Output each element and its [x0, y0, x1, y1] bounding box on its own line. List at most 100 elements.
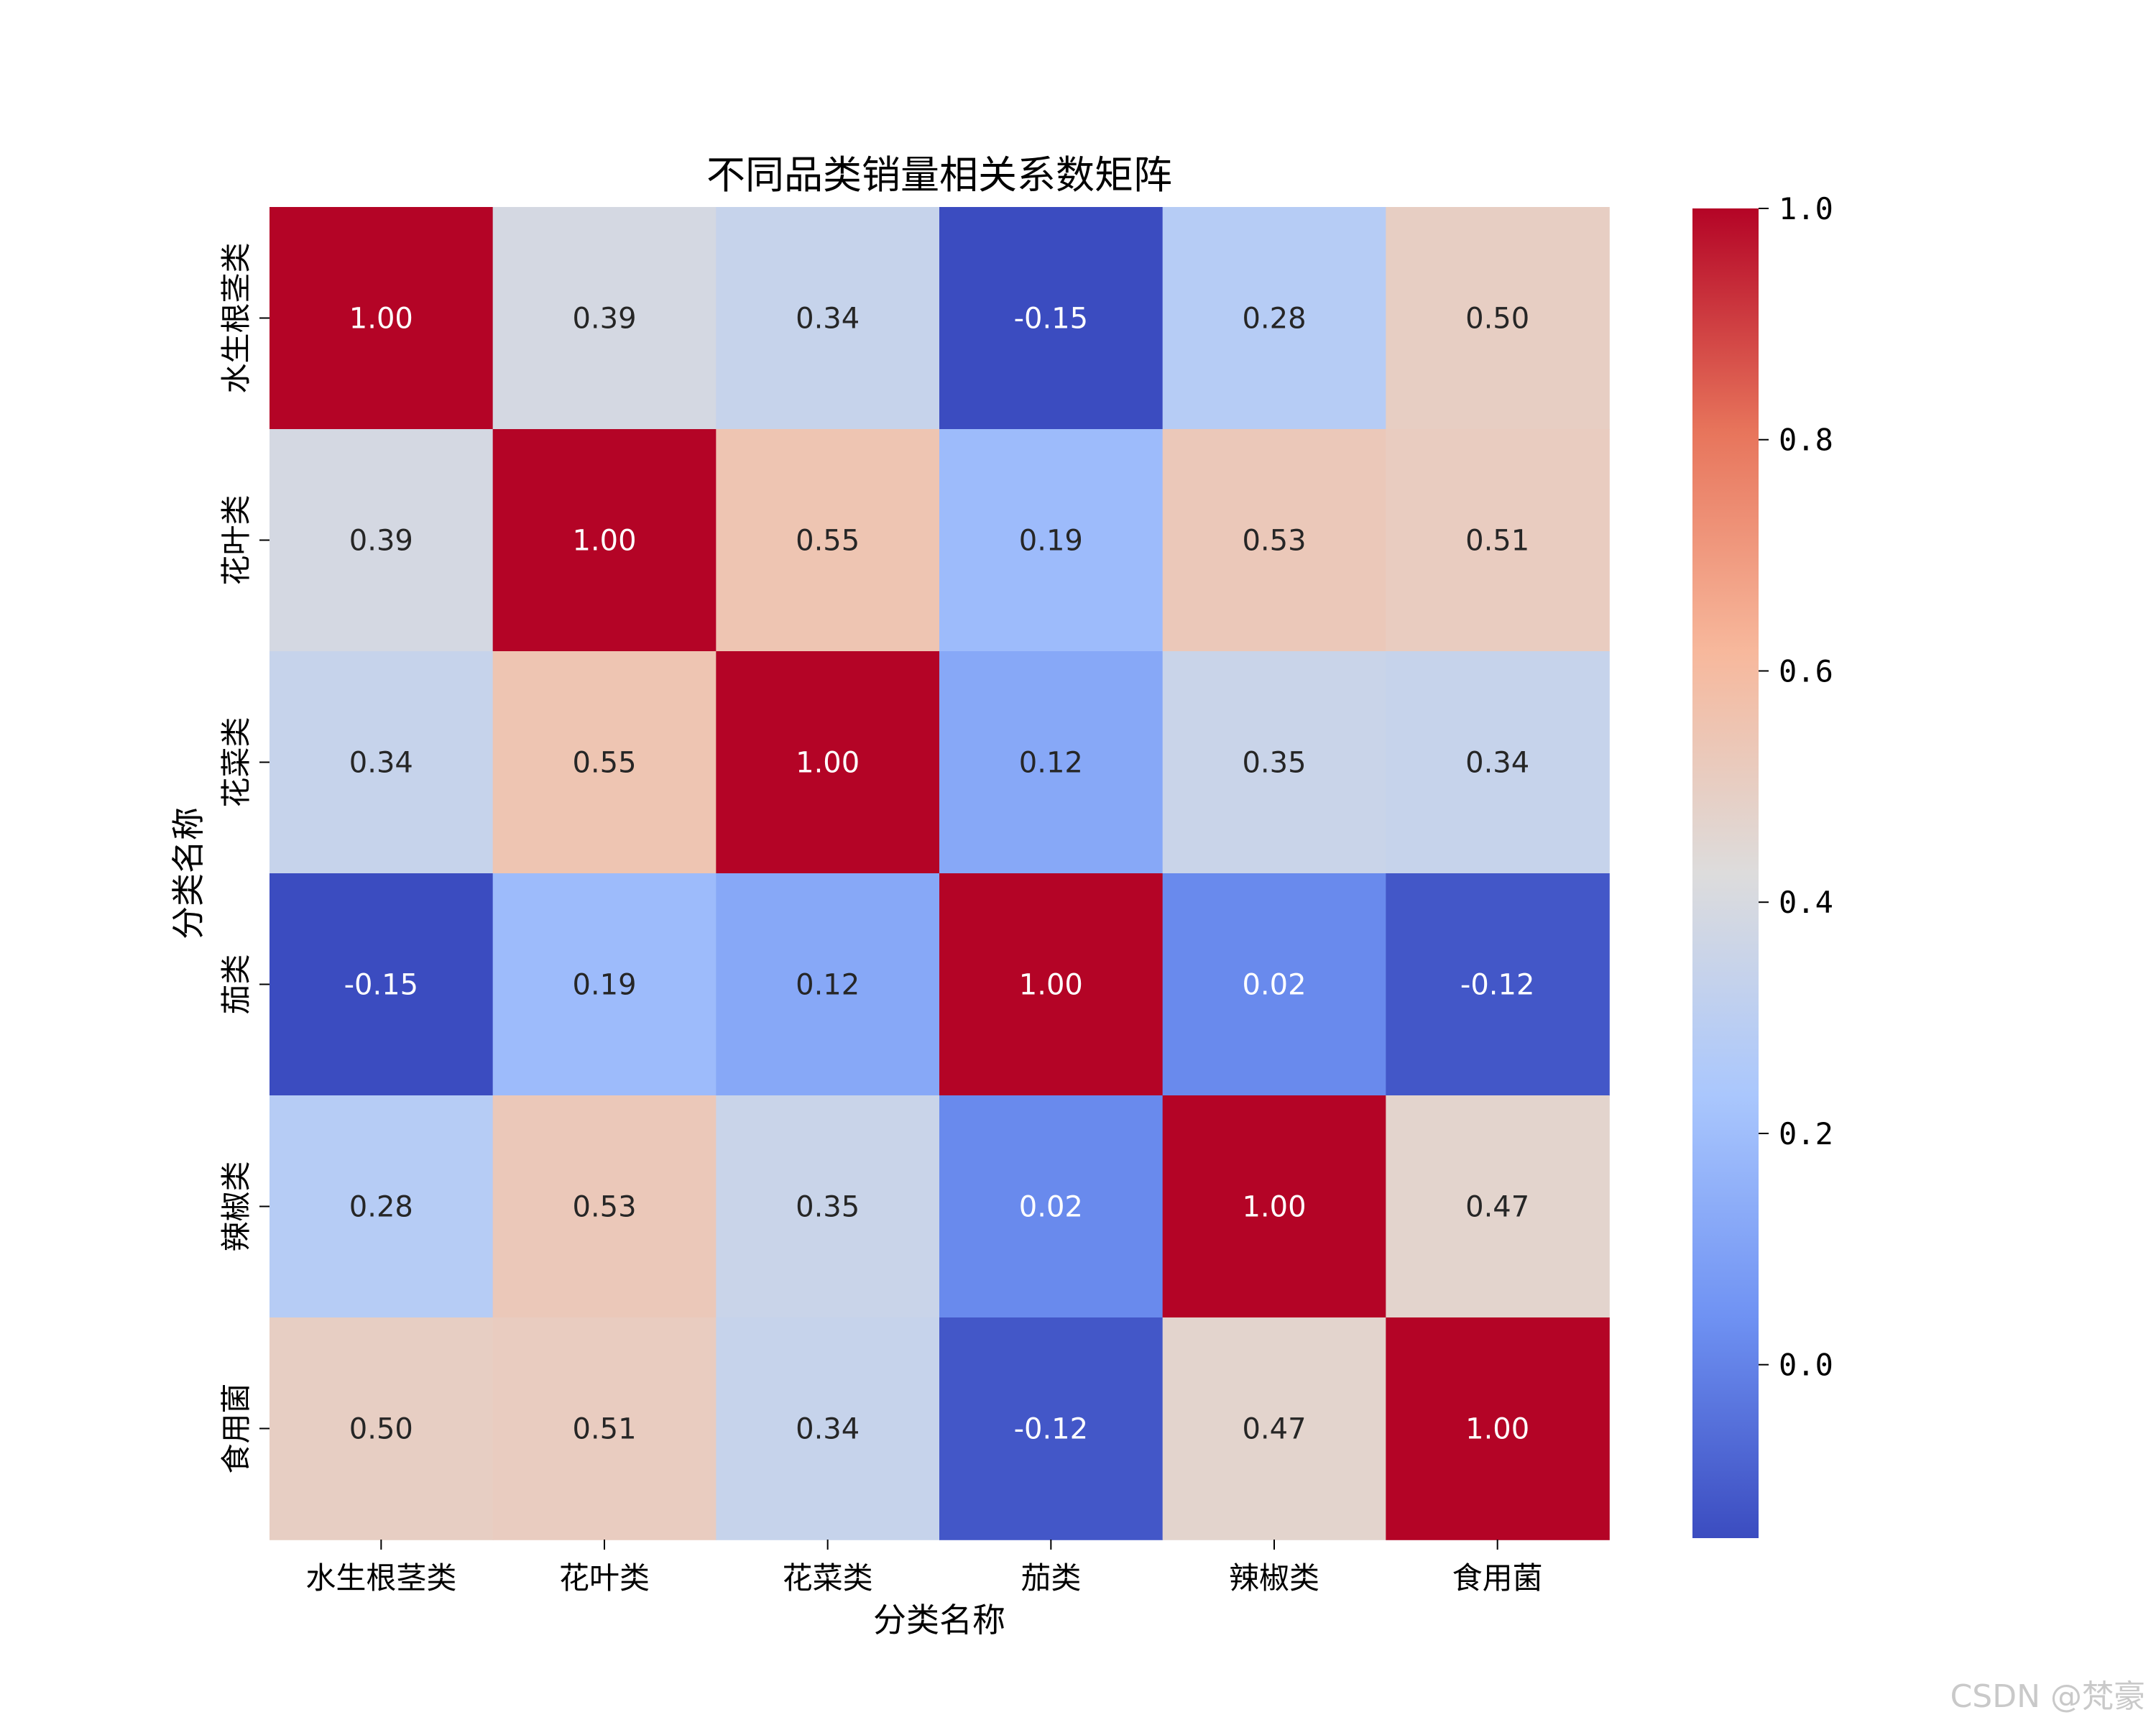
heatmap-cell — [1386, 1317, 1610, 1540]
x-tick-label: 辣椒类 — [1229, 1560, 1319, 1596]
cell-value-label: 1.00 — [1465, 1413, 1529, 1446]
cell-value-label: 0.35 — [796, 1191, 860, 1224]
cell-value-label: 0.55 — [796, 525, 860, 558]
cell-value-label: 0.34 — [349, 747, 413, 780]
heatmap-cell — [492, 651, 717, 874]
cell-value-label: 1.00 — [572, 525, 636, 558]
cell-value-label: 0.34 — [796, 303, 860, 336]
x-axis-label: 分类名称 — [873, 1601, 1005, 1639]
cell-value-label: -0.15 — [344, 969, 419, 1002]
cell-value-label: 1.00 — [796, 747, 860, 780]
heatmap-cell — [939, 207, 1164, 430]
colorbar-tick-label: 1.0 — [1779, 191, 1833, 226]
cell-value-label: 0.34 — [1465, 747, 1529, 780]
cell-value-label: 1.00 — [1242, 1191, 1306, 1224]
heatmap-cell — [492, 873, 717, 1096]
cell-value-label: 0.39 — [572, 303, 636, 336]
heatmap-cell — [716, 1317, 940, 1540]
heatmap-cell — [1162, 429, 1387, 652]
x-tick-label: 水生根茎类 — [305, 1560, 456, 1596]
cell-value-label: 0.50 — [1465, 303, 1529, 336]
heatmap-cell — [716, 1095, 940, 1318]
cell-value-label: 0.12 — [1019, 747, 1083, 780]
cell-value-label: 0.12 — [796, 969, 860, 1002]
cell-value-label: 1.00 — [1019, 969, 1083, 1002]
cell-value-label: 1.00 — [349, 303, 413, 336]
heatmap-cell — [939, 429, 1164, 652]
heatmap-cell — [939, 1317, 1164, 1540]
colorbar-tick-label: 0.6 — [1779, 653, 1833, 689]
cell-value-label: 0.50 — [349, 1413, 413, 1446]
cell-value-label: 0.28 — [349, 1191, 413, 1224]
cell-value-label: 0.02 — [1242, 969, 1306, 1002]
heatmap-cell — [270, 429, 494, 652]
heatmap-cell-labels: 1.00 0.39 0.34 -0.15 0.28 0.50 0.39 1.00 0.55 0.1… — [344, 303, 1535, 1446]
colorbar-tick-label: 0.2 — [1779, 1116, 1833, 1151]
cell-value-label: 0.47 — [1465, 1191, 1529, 1224]
heatmap-cell — [1386, 651, 1610, 874]
heatmap-cell — [716, 873, 940, 1096]
heatmap-cell — [270, 651, 494, 874]
heatmap-cell — [1162, 873, 1387, 1096]
cell-value-label: 0.53 — [1242, 525, 1306, 558]
y-tick-label: 辣椒类 — [218, 1161, 254, 1251]
cell-value-label: -0.12 — [1014, 1413, 1089, 1446]
heatmap-cells — [270, 207, 1610, 1540]
heatmap-cell — [716, 207, 940, 430]
cell-value-label: 0.34 — [796, 1413, 860, 1446]
watermark: CSDN @梵豪 — [1950, 1678, 2145, 1715]
cell-value-label: 0.51 — [572, 1413, 636, 1446]
cell-value-label: 0.28 — [1242, 303, 1306, 336]
heatmap-cell — [1162, 207, 1387, 430]
colorbar-tick-label: 0.8 — [1779, 423, 1833, 458]
heatmap-cell — [1162, 1317, 1387, 1540]
heatmap-cell — [492, 207, 717, 430]
heatmap-cell — [1386, 1095, 1610, 1318]
x-axis-ticks: 水生根茎类 花叶类 花菜类 茄类 辣椒类 食用菌 — [305, 1540, 1543, 1596]
y-tick-label: 水生根茎类 — [218, 242, 254, 393]
heatmap-cell — [716, 429, 940, 652]
heatmap-cell — [939, 1095, 1164, 1318]
x-tick-label: 花菜类 — [783, 1560, 873, 1596]
heatmap-cell — [1386, 429, 1610, 652]
heatmap-cell — [492, 1095, 717, 1318]
cell-value-label: 0.53 — [572, 1191, 636, 1224]
colorbar-tick-label: 0.0 — [1779, 1348, 1833, 1383]
heatmap-cell — [716, 651, 940, 874]
cell-value-label: 0.47 — [1242, 1413, 1306, 1446]
x-tick-label: 花叶类 — [559, 1560, 650, 1596]
cell-value-label: 0.19 — [1019, 525, 1083, 558]
y-tick-label: 花叶类 — [218, 494, 254, 585]
heatmap-cell — [492, 1317, 717, 1540]
x-tick-label: 食用菌 — [1452, 1560, 1543, 1596]
colorbar-tick-label: 0.4 — [1779, 885, 1833, 920]
cell-value-label: -0.15 — [1014, 303, 1089, 336]
chart-title: 不同品类销量相关系数矩阵 — [706, 152, 1172, 198]
heatmap-cell — [1386, 873, 1610, 1096]
cell-value-label: 0.19 — [572, 969, 636, 1002]
heatmap-cell — [1386, 207, 1610, 430]
heatmap-cell — [270, 207, 494, 430]
colorbar-ticks: 0.0 0.2 0.4 0.6 0.8 1.0 — [1759, 191, 1833, 1383]
y-tick-label: 食用菌 — [218, 1383, 254, 1473]
cell-value-label: 0.35 — [1242, 747, 1306, 780]
y-tick-label: 花菜类 — [218, 717, 254, 807]
heatmap-cell — [1162, 1095, 1387, 1318]
heatmap-cell — [492, 429, 717, 652]
x-tick-label: 茄类 — [1021, 1560, 1081, 1596]
heatmap-cell — [270, 1095, 494, 1318]
heatmap-cell — [270, 873, 494, 1096]
heatmap-cell — [270, 1317, 494, 1540]
heatmap-cell — [939, 873, 1164, 1096]
y-axis-label: 分类名称 — [169, 807, 208, 939]
heatmap-cell — [1162, 651, 1387, 874]
heatmap-cell — [939, 651, 1164, 874]
y-tick-label: 茄类 — [218, 954, 254, 1014]
cell-value-label: 0.02 — [1019, 1191, 1083, 1224]
colorbar — [1692, 208, 1759, 1538]
cell-value-label: 0.55 — [572, 747, 636, 780]
cell-value-label: -0.12 — [1460, 969, 1535, 1002]
cell-value-label: 0.39 — [349, 525, 413, 558]
